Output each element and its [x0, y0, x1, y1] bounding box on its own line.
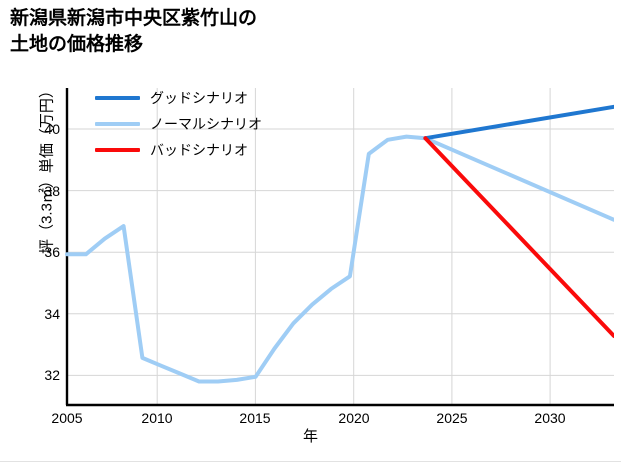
ytick-label-40: 40	[44, 121, 60, 137]
figure-bottom-rule	[0, 461, 621, 462]
xtick-label-2030: 2030	[534, 410, 566, 426]
legend-label-bad: バッドシナリオ	[150, 142, 248, 158]
right-edge-mask	[614, 60, 621, 420]
legend-swatch-bad-icon	[95, 148, 140, 152]
series-line-normal	[65, 134, 616, 384]
chart-legend: グッドシナリオ ノーマルシナリオ バッドシナリオ	[95, 88, 262, 160]
legend-item-bad[interactable]: バッドシナリオ	[95, 140, 262, 160]
legend-swatch-normal-icon	[95, 122, 140, 126]
legend-item-good[interactable]: グッドシナリオ	[95, 88, 262, 108]
xtick-label-2010: 2010	[141, 410, 173, 426]
xtick-label-2005: 2005	[51, 410, 83, 426]
y-gridlines	[67, 128, 614, 376]
chart-title: 新潟県新潟市中央区紫竹山の 土地の価格推移	[10, 8, 258, 55]
series-line-bad	[423, 136, 616, 338]
ytick-label-34: 34	[44, 306, 60, 322]
xtick-label-2020: 2020	[338, 410, 370, 426]
legend-swatch-good-icon	[95, 96, 140, 100]
xtick-label-2025: 2025	[436, 410, 468, 426]
ytick-label-38: 38	[44, 183, 60, 199]
legend-label-normal: ノーマルシナリオ	[150, 116, 262, 132]
legend-item-normal[interactable]: ノーマルシナリオ	[95, 114, 262, 134]
xtick-label-2015: 2015	[239, 410, 271, 426]
y-axis-label: 坪（3.3㎡）単価（万円）	[38, 83, 56, 254]
series-line-good	[423, 104, 616, 141]
ytick-label-32: 32	[44, 367, 60, 383]
ytick-label-36: 36	[44, 244, 60, 260]
legend-label-good: グッドシナリオ	[150, 90, 248, 106]
x-axis-label: 年	[302, 428, 318, 445]
